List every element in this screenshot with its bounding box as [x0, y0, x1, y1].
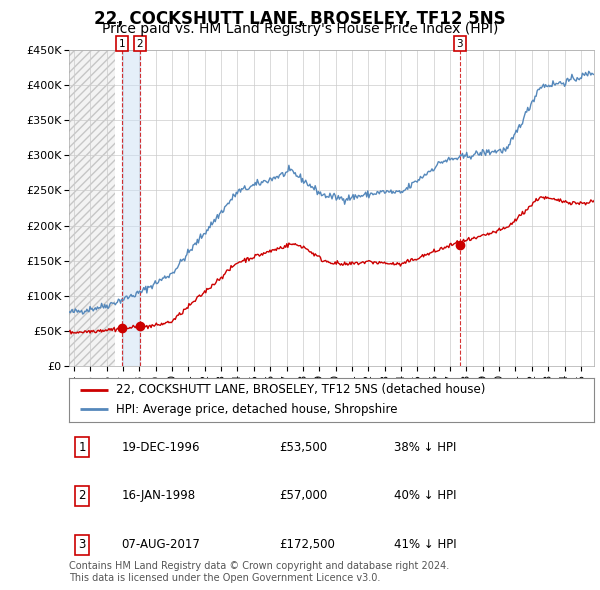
Text: £57,000: £57,000: [279, 489, 327, 503]
Bar: [122, 50, 140, 366]
Text: £172,500: £172,500: [279, 538, 335, 551]
Bar: [69, 50, 115, 366]
Text: 2: 2: [137, 38, 143, 48]
Text: 41% ↓ HPI: 41% ↓ HPI: [395, 538, 457, 551]
Text: HPI: Average price, detached house, Shropshire: HPI: Average price, detached house, Shro…: [116, 403, 398, 416]
Text: 1: 1: [119, 38, 125, 48]
Text: 1: 1: [79, 441, 86, 454]
Text: 2: 2: [79, 489, 86, 503]
Text: 16-JAN-1998: 16-JAN-1998: [121, 489, 196, 503]
Text: 07-AUG-2017: 07-AUG-2017: [121, 538, 200, 551]
Text: Price paid vs. HM Land Registry's House Price Index (HPI): Price paid vs. HM Land Registry's House …: [102, 22, 498, 36]
Text: 19-DEC-1996: 19-DEC-1996: [121, 441, 200, 454]
Text: 38% ↓ HPI: 38% ↓ HPI: [395, 441, 457, 454]
Text: 3: 3: [457, 38, 463, 48]
Text: 40% ↓ HPI: 40% ↓ HPI: [395, 489, 457, 503]
Text: £53,500: £53,500: [279, 441, 327, 454]
Text: 22, COCKSHUTT LANE, BROSELEY, TF12 5NS: 22, COCKSHUTT LANE, BROSELEY, TF12 5NS: [94, 10, 506, 28]
Text: 22, COCKSHUTT LANE, BROSELEY, TF12 5NS (detached house): 22, COCKSHUTT LANE, BROSELEY, TF12 5NS (…: [116, 384, 485, 396]
Text: 3: 3: [79, 538, 86, 551]
Text: Contains HM Land Registry data © Crown copyright and database right 2024.
This d: Contains HM Land Registry data © Crown c…: [69, 561, 449, 583]
